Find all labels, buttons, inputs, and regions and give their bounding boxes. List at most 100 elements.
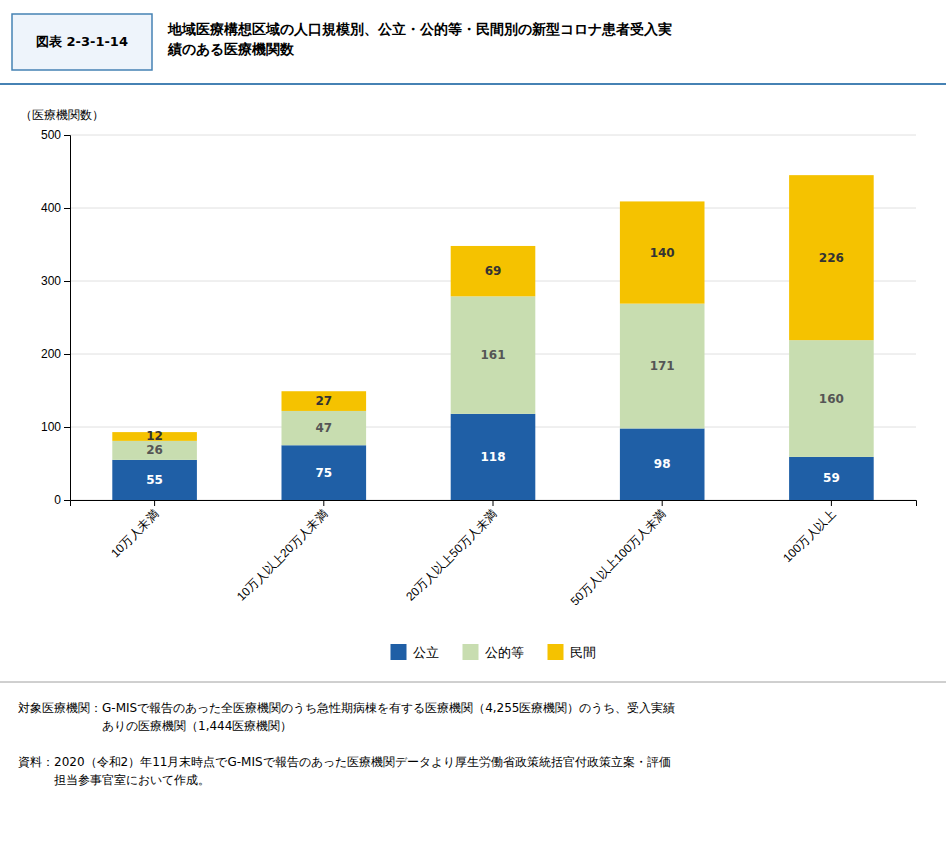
grid-line bbox=[70, 135, 916, 136]
bar bbox=[282, 391, 367, 411]
x-tick-mark bbox=[493, 500, 494, 506]
legend-label: 公的等 bbox=[485, 645, 524, 660]
x-tick-mark bbox=[154, 500, 155, 506]
y-tick: 100 bbox=[41, 420, 70, 434]
x-tick: 100万人以上 bbox=[780, 500, 838, 565]
text-line: 地域医療構想区域の人口規模別、公立・公的等・民間別の新型コロナ患者受入実 bbox=[167, 21, 672, 37]
x-tick-mark bbox=[323, 500, 324, 506]
bar bbox=[282, 411, 367, 445]
y-tick-label: 300 bbox=[41, 274, 61, 288]
series bbox=[112, 414, 873, 500]
x-tick: 50万人以上100万人未満 bbox=[568, 500, 669, 608]
plot: 0 100 200 300 400 500 10万人未満 10万人以上20万人未満 20万人以上… bbox=[41, 128, 917, 608]
y-tick-mark bbox=[64, 427, 70, 428]
x-tick-label: 20万人以上50万人未満 bbox=[403, 507, 500, 604]
y-tick: 300 bbox=[41, 274, 70, 288]
legend-item: 公的等 bbox=[463, 644, 524, 660]
x-tick-mark bbox=[662, 500, 663, 506]
bar bbox=[451, 296, 536, 414]
text-line: 資料：2020（令和2）年11月末時点でG-MISで報告のあった医療機関データよ… bbox=[18, 755, 671, 769]
y-tick-label: 200 bbox=[41, 347, 61, 361]
x-tick: 10万人未満 bbox=[108, 500, 161, 560]
chart: 図表 2-3-1-14 地域医療構想区域の人口規模別、公立・公的等・民間別の新型コ… bbox=[0, 0, 946, 842]
bar bbox=[112, 460, 197, 500]
footnote: 資料：2020（令和2）年11月末時点でG-MISで報告のあった医療機関データよ… bbox=[18, 755, 671, 787]
y-axis-line bbox=[64, 136, 71, 501]
y-axis: 0 100 200 300 400 500 bbox=[41, 128, 71, 507]
y-tick: 500 bbox=[41, 128, 70, 142]
data-label: 55 bbox=[146, 473, 163, 487]
bar bbox=[620, 304, 705, 429]
x-axis: 10万人未満 10万人以上20万人未満 20万人以上50万人未満 50万人以上100万… bbox=[71, 500, 917, 608]
data-label: 12 bbox=[146, 429, 163, 443]
data-label: 27 bbox=[315, 394, 332, 408]
y-axis-title: （医療機関数） bbox=[20, 108, 104, 122]
x-tick: 10万人以上20万人未満 bbox=[234, 500, 331, 604]
header: 図表 2-3-1-14 地域医療構想区域の人口規模別、公立・公的等・民間別の新型コ… bbox=[0, 14, 946, 84]
bar bbox=[620, 201, 705, 303]
legend-swatch bbox=[463, 644, 479, 660]
footnotes: 対象医療機関：G-MISで報告のあった全医療機関のうち急性期病棟を有する医療機関… bbox=[0, 682, 946, 787]
y-tick: 200 bbox=[41, 347, 70, 361]
y-tick-label: 100 bbox=[41, 420, 61, 434]
y-tick-mark bbox=[64, 281, 70, 282]
legend-label: 民間 bbox=[570, 645, 596, 660]
x-tick: 20万人以上50万人未満 bbox=[403, 500, 500, 604]
legend-swatch bbox=[548, 644, 564, 660]
y-tick-label: 400 bbox=[41, 201, 61, 215]
text-line: 績のある医療機関数 bbox=[167, 41, 295, 57]
data-label: 171 bbox=[650, 359, 675, 373]
title: 地域医療構想区域の人口規模別、公立・公的等・民間別の新型コロナ患者受入実績のある… bbox=[167, 21, 672, 57]
data-label: 59 bbox=[823, 471, 840, 485]
data-label: 26 bbox=[146, 443, 163, 457]
y-tick-label: 500 bbox=[41, 128, 61, 142]
grid bbox=[70, 135, 916, 500]
y-tick-mark bbox=[64, 500, 70, 501]
header-rule bbox=[0, 83, 946, 85]
x-tick-label: 10万人未満 bbox=[108, 507, 161, 560]
text-line: 対象医療機関：G-MISで報告のあった全医療機関のうち急性期病棟を有する医療機関… bbox=[18, 701, 676, 715]
series bbox=[112, 175, 873, 441]
y-tick: 400 bbox=[41, 201, 70, 215]
y-tick-mark bbox=[64, 135, 70, 136]
data-label: 75 bbox=[315, 466, 332, 480]
legend-item: 民間 bbox=[548, 644, 596, 660]
legend-item: 公立 bbox=[391, 644, 439, 660]
text-line: ありの医療機関（1,444医療機関） bbox=[18, 719, 292, 733]
data-label: 47 bbox=[315, 421, 332, 435]
series bbox=[112, 296, 873, 460]
data-label: 161 bbox=[480, 348, 505, 362]
bar bbox=[620, 428, 705, 500]
figure-label: 図表 2-3-1-14 bbox=[36, 34, 128, 49]
x-tick-label: 10万人以上20万人未満 bbox=[234, 507, 331, 604]
data-label: 160 bbox=[819, 392, 844, 406]
data-labels: 55 75 118 98 59 26 47 161 171 160 12 27 69 140 226 bbox=[146, 246, 844, 487]
text-line: 担当参事官室において作成。 bbox=[18, 773, 210, 787]
legend-label: 公立 bbox=[413, 645, 439, 660]
data-label: 140 bbox=[650, 246, 675, 260]
bar bbox=[451, 414, 536, 500]
y-tick-label: 0 bbox=[54, 493, 61, 507]
data-label: 226 bbox=[819, 251, 844, 265]
legend: 公立 公的等 民間 bbox=[391, 644, 596, 660]
y-tick: 0 bbox=[54, 493, 70, 507]
y-tick-mark bbox=[64, 354, 70, 355]
data-label: 118 bbox=[480, 450, 505, 464]
bar bbox=[451, 246, 536, 296]
bar bbox=[789, 457, 874, 500]
data-label: 69 bbox=[485, 264, 502, 278]
legend-swatch bbox=[391, 644, 407, 660]
data-label: 98 bbox=[654, 457, 671, 471]
x-axis-line bbox=[71, 501, 917, 507]
bar bbox=[282, 445, 367, 500]
figure-label-box bbox=[12, 14, 152, 70]
y-tick-mark bbox=[64, 208, 70, 209]
bar bbox=[789, 340, 874, 457]
bar bbox=[789, 175, 874, 340]
bars bbox=[112, 175, 873, 500]
x-tick-label: 100万人以上 bbox=[780, 507, 838, 565]
x-tick-mark bbox=[831, 500, 832, 506]
x-tick-label: 50万人以上100万人未満 bbox=[568, 507, 669, 608]
footnote: 対象医療機関：G-MISで報告のあった全医療機関のうち急性期病棟を有する医療機関… bbox=[18, 701, 676, 733]
footnote-rule bbox=[0, 682, 946, 683]
